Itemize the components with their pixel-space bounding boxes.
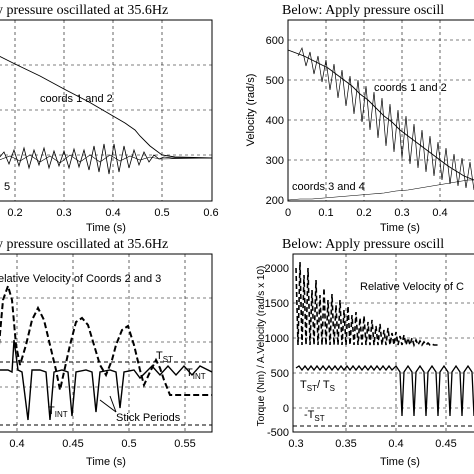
- y-axis-label: Velocity (rad/s): [245, 74, 257, 147]
- x-tick-label: 0.35: [335, 438, 356, 450]
- x-tick-label: 0.45: [435, 438, 456, 450]
- panel-top-right: Below: Apply pressure oscill coords 1 an…: [245, 3, 474, 234]
- annotation-tint-right: TINT: [186, 367, 206, 381]
- x-tick-label: 0.5: [121, 438, 136, 450]
- plot-frame: [0, 19, 213, 202]
- panel-bottom-left: y pressure oscillated at 35.6Hz elative …: [0, 237, 213, 468]
- annotation-5: 5: [4, 181, 10, 193]
- series-coords-3-4: [287, 179, 474, 201]
- panel-bottom-right: Below: Apply pressure oscill Relative Ve…: [256, 237, 474, 468]
- y-tick-labels: 2000 1500 1000 500 0 -500: [265, 263, 289, 439]
- x-tick-label: 0.5: [154, 207, 169, 219]
- y-tick-label: 400: [266, 115, 284, 127]
- x-axis-label: Time (s): [380, 456, 420, 468]
- grid-lines: [288, 20, 474, 201]
- y-tick-label: 200: [266, 195, 284, 207]
- x-axis-label: Time (s): [86, 222, 126, 234]
- series-coords-1-2-oscillation: [297, 46, 474, 191]
- y-tick-label: 1500: [265, 298, 289, 310]
- y-tick-label: 2000: [265, 263, 289, 275]
- y-tick-label: 0: [283, 403, 289, 415]
- plot-area: elative Velocity of Coords 2 and 3 TST T…: [0, 253, 213, 433]
- plot-area: coords 1 and 2 5: [0, 19, 213, 202]
- series-torque: [0, 339, 213, 421]
- y-axis-label: Torque (Nm) / A.Velocity (rad/s x 10): [256, 266, 267, 427]
- x-tick-label: 0.4: [105, 207, 120, 219]
- annotation-minus-tst: -TST: [304, 409, 325, 423]
- annotation-relative-velocity: Relative Velocity of C: [360, 281, 464, 293]
- annotation-coords-1-2: coords 1 and 2: [40, 93, 113, 105]
- x-tick-label: 0.3: [56, 207, 71, 219]
- x-tick-labels: 0.3 0.35 0.4 0.45: [288, 438, 456, 450]
- chart-title: y pressure oscillated at 35.6Hz: [0, 237, 168, 252]
- series-coords-1-2: [0, 55, 213, 159]
- plot-frame: [287, 19, 474, 202]
- y-tick-label: 600: [266, 35, 284, 47]
- grid-lines: [0, 20, 212, 201]
- x-tick-label: 0.4: [388, 438, 403, 450]
- stick-period-arrow: [99, 399, 117, 413]
- series-relative-velocity: [295, 261, 441, 348]
- annotation-coords-3-4: coords 3 and 4: [292, 181, 365, 193]
- x-tick-labels: 0 0.1 0.2 0.3 0.4: [285, 207, 448, 219]
- y-tick-label: 300: [266, 155, 284, 167]
- annotation-tint-left: TINT: [48, 405, 68, 419]
- series-coords-3-4-trace: [0, 154, 213, 164]
- chart-title: Below: Apply pressure oscill: [282, 237, 444, 252]
- series-coords-3-4: [0, 143, 212, 175]
- chart-title: y pressure oscillated at 35.6Hz: [0, 3, 168, 18]
- chart-title: Below: Apply pressure oscill: [282, 3, 444, 18]
- stick-period-arrow: [109, 395, 117, 413]
- y-tick-label: 1000: [265, 333, 289, 345]
- y-tick-label: 500: [271, 368, 289, 380]
- x-tick-label: 0.55: [174, 438, 195, 450]
- x-tick-label: 0.2: [356, 207, 371, 219]
- y-tick-labels: 600 500 400 300 200: [266, 35, 284, 207]
- panel-top-left: y pressure oscillated at 35.6Hz coords 1…: [0, 3, 219, 234]
- annotation-coords-1-2: coords 1 and 2: [374, 82, 447, 94]
- x-tick-labels: 0.2 0.3 0.4 0.5 0.6: [7, 207, 218, 219]
- x-tick-label: 0.45: [62, 438, 83, 450]
- x-tick-labels: 0.4 0.45 0.5 0.55: [9, 438, 195, 450]
- plot-frame: [292, 253, 474, 433]
- x-axis-label: Time (s): [86, 456, 126, 468]
- x-tick-label: 0.4: [9, 438, 24, 450]
- x-tick-label: 0: [285, 207, 291, 219]
- plot-area: coords 1 and 2 coords 3 and 4: [287, 19, 474, 202]
- plot-area: Relative Velocity of C TST/ TS -TST: [292, 253, 474, 433]
- x-tick-label: 0.2: [7, 207, 22, 219]
- x-tick-label: 0.3: [288, 438, 303, 450]
- plot-frame: [0, 253, 213, 433]
- series-torque: [295, 364, 474, 417]
- x-tick-label: 0.6: [203, 207, 218, 219]
- annotation-tst: TST: [156, 350, 173, 364]
- x-axis-label: Time (s): [380, 222, 420, 234]
- y-tick-label: 500: [266, 75, 284, 87]
- x-tick-label: 0.4: [432, 207, 447, 219]
- y-tick-label: -500: [267, 427, 289, 439]
- x-tick-label: 0.1: [318, 207, 333, 219]
- annotation-tst-ts: TST/ TS: [300, 379, 335, 393]
- annotation-stick-periods: Stick Periods: [116, 412, 181, 424]
- annotation-relative-velocity: elative Velocity of Coords 2 and 3: [0, 273, 161, 285]
- series-coords-1-2: [287, 49, 474, 181]
- x-tick-label: 0.3: [394, 207, 409, 219]
